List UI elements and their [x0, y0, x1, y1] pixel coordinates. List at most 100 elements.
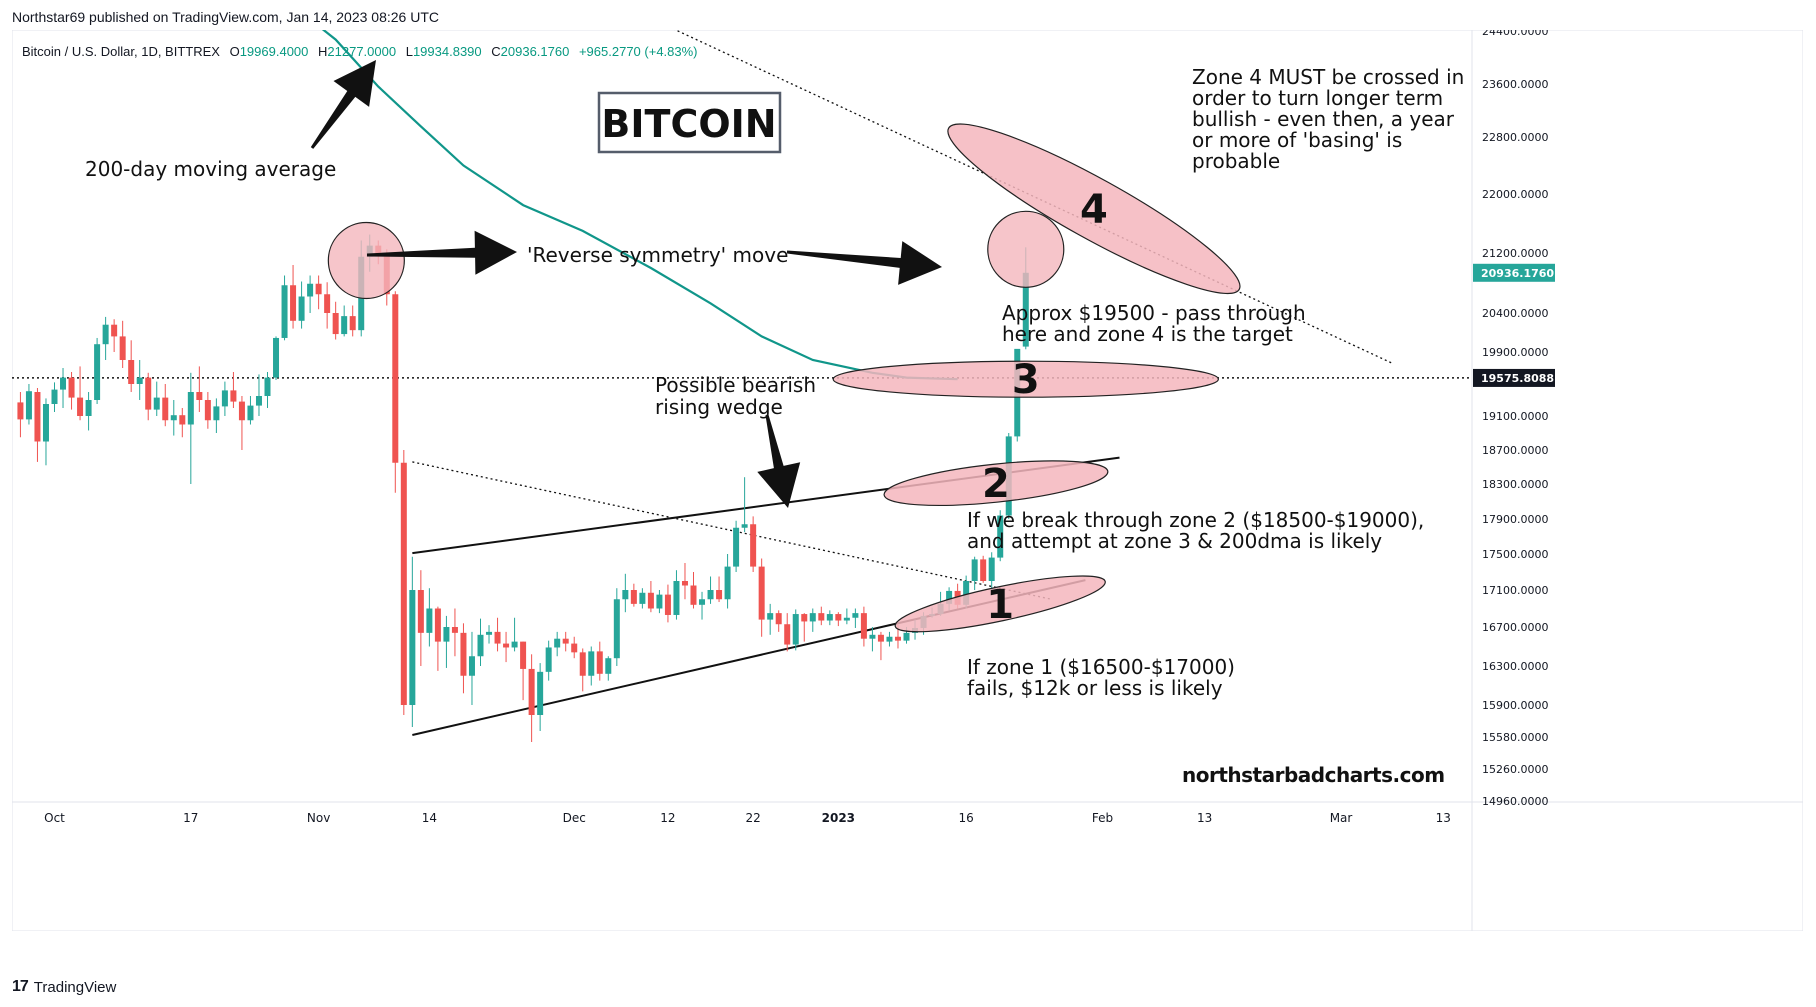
- candle-body: [238, 401, 245, 421]
- x-tick-label[interactable]: 12: [660, 811, 675, 825]
- candle-body: [784, 624, 791, 645]
- candle-body: [51, 389, 58, 404]
- candle-body: [341, 316, 348, 335]
- candle: [238, 396, 245, 450]
- candle-body: [562, 638, 569, 644]
- y-tick-label[interactable]: 18300.0000: [1482, 478, 1548, 491]
- candle: [639, 588, 646, 609]
- candle: [733, 520, 740, 572]
- candle: [886, 631, 893, 647]
- candle: [119, 320, 126, 368]
- candle: [170, 400, 177, 436]
- x-tick-label[interactable]: Dec: [563, 811, 586, 825]
- candle: [153, 381, 160, 416]
- y-tick-label[interactable]: 14960.0000: [1482, 795, 1548, 808]
- candle: [273, 336, 280, 380]
- y-tick-label[interactable]: 24400.0000: [1482, 30, 1548, 38]
- candle: [247, 396, 254, 425]
- candle-body: [750, 524, 757, 567]
- candle-body: [68, 377, 75, 398]
- zone-4-label: 4: [1080, 187, 1108, 233]
- price-chart[interactable]: 14960.0000 15260.0000 15580.0000 15900.0000…: [12, 30, 1803, 931]
- candle-body: [860, 613, 867, 639]
- candle: [784, 613, 791, 652]
- candle-body: [17, 402, 24, 420]
- candle-body: [119, 336, 126, 360]
- zone4-note-line: order to turn longer term: [1192, 86, 1443, 110]
- y-tick-label[interactable]: 17900.0000: [1482, 513, 1548, 526]
- candle-body: [690, 585, 697, 605]
- candle: [128, 340, 135, 392]
- candle: [860, 606, 867, 647]
- y-tick-label[interactable]: 22800.0000: [1482, 131, 1548, 144]
- x-tick-label[interactable]: Oct: [44, 811, 65, 825]
- candle: [988, 552, 995, 590]
- y-tick-label[interactable]: 15580.0000: [1482, 731, 1548, 744]
- tradingview-logo[interactable]: 17 TradingView: [12, 978, 116, 996]
- candle-body: [596, 651, 603, 674]
- candle: [290, 265, 297, 329]
- chart-frame[interactable]: 14960.0000 15260.0000 15580.0000 15900.0000…: [12, 30, 1803, 931]
- y-tick-label[interactable]: 15900.0000: [1482, 699, 1548, 712]
- symmetry-circle-left-peak: [327, 221, 405, 300]
- y-tick-label[interactable]: 23600.0000: [1482, 78, 1548, 91]
- candle: [826, 610, 833, 626]
- candle-body: [255, 396, 262, 406]
- candle-body: [264, 377, 271, 396]
- candle: [443, 615, 450, 668]
- candle-body: [179, 415, 186, 425]
- y-tick-label[interactable]: 17100.0000: [1482, 584, 1548, 597]
- candle-body: [707, 590, 714, 600]
- y-tick-label[interactable]: 18700.0000: [1482, 444, 1548, 457]
- candle: [588, 646, 595, 686]
- y-tick-label[interactable]: 20400.0000: [1482, 307, 1548, 320]
- wedge-note-line-1: Possible bearish: [655, 373, 816, 397]
- candle: [145, 372, 152, 421]
- candle: [17, 392, 24, 438]
- candle-body: [767, 613, 774, 620]
- y-tick-label[interactable]: 16300.0000: [1482, 660, 1548, 673]
- candle-body: [835, 614, 842, 621]
- candle: [417, 570, 424, 666]
- candle-body: [315, 283, 322, 295]
- x-tick-label[interactable]: Mar: [1330, 811, 1353, 825]
- x-tick-label[interactable]: Nov: [307, 811, 330, 825]
- y-tick-label[interactable]: 17500.0000: [1482, 548, 1548, 561]
- x-tick-label[interactable]: 13: [1197, 811, 1212, 825]
- candle-body: [639, 592, 646, 604]
- x-tick-label[interactable]: Feb: [1092, 811, 1113, 825]
- candle: [809, 608, 816, 632]
- candle: [213, 398, 220, 433]
- candle-body: [528, 668, 535, 715]
- x-tick-label[interactable]: 17: [183, 811, 198, 825]
- x-tick-label[interactable]: 22: [745, 811, 760, 825]
- chart-title-box: [597, 91, 782, 154]
- y-tick-label[interactable]: 22000.0000: [1482, 188, 1548, 201]
- x-tick-label[interactable]: 14: [422, 811, 437, 825]
- zone1-note-line: If zone 1 ($16500-$17000): [967, 655, 1235, 679]
- candle-body: [77, 397, 84, 416]
- candle-body: [511, 641, 518, 648]
- x-tick-label[interactable]: 13: [1436, 811, 1451, 825]
- candle: [622, 573, 629, 613]
- candle-body: [42, 404, 49, 442]
- x-tick-label[interactable]: 16: [958, 811, 973, 825]
- close-label: C: [491, 44, 501, 59]
- candle-body: [801, 614, 808, 622]
- candle: [835, 612, 842, 627]
- open-label: O: [229, 44, 240, 59]
- tradingview-logo-icon: 17: [12, 978, 29, 995]
- ohlc-low: L19934.8390: [406, 44, 482, 59]
- y-tick-label[interactable]: 21200.0000: [1482, 247, 1548, 260]
- candle-body: [25, 391, 32, 420]
- candle-body: [273, 337, 280, 378]
- reverse-symmetry-arrow-right: [786, 241, 942, 285]
- y-tick-label[interactable]: 19100.0000: [1482, 410, 1548, 423]
- y-tick-label[interactable]: 19900.0000: [1482, 346, 1548, 359]
- y-tick-label[interactable]: 16700.0000: [1482, 621, 1548, 634]
- ohlc-close: C20936.1760: [491, 44, 569, 59]
- candle: [341, 305, 348, 337]
- x-tick-label[interactable]: 2023: [822, 811, 855, 825]
- y-tick-label[interactable]: 15260.0000: [1482, 763, 1548, 776]
- high-label: H: [318, 44, 328, 59]
